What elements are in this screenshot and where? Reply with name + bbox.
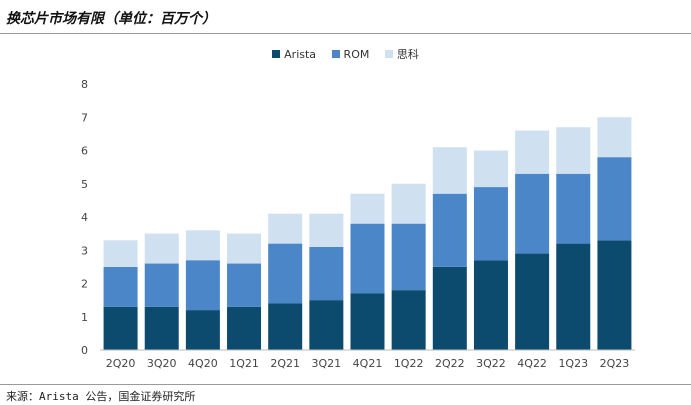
bar-ROM-1Q23 [556, 173, 591, 244]
x-tick-label-2: 4Q20 [188, 357, 218, 370]
x-tick-label-6: 4Q21 [353, 357, 383, 370]
bar-思科-3Q22 [473, 150, 508, 188]
bar-思科-2Q22 [432, 147, 467, 194]
legend-item-rom: ROM [331, 47, 370, 61]
bar-ROM-4Q21 [350, 223, 385, 294]
chart-title: 换芯片市场有限（单位：百万个） [6, 11, 216, 27]
bar-Arista-1Q22 [391, 290, 426, 350]
legend-swatch-rom [331, 50, 340, 58]
bar-思科-2Q23 [597, 117, 632, 158]
bar-思科-3Q21 [309, 213, 344, 247]
y-tick-label-2: 2 [81, 278, 88, 291]
bar-思科-1Q22 [391, 183, 426, 224]
bar-ROM-1Q22 [391, 223, 426, 291]
bar-Arista-4Q20 [185, 310, 220, 350]
legend-label-arista: Arista [284, 47, 317, 61]
x-tick-label-9: 3Q22 [476, 357, 506, 370]
bar-Arista-1Q23 [556, 243, 591, 350]
bar-思科-1Q21 [227, 233, 262, 264]
y-tick-label-8: 8 [81, 78, 88, 91]
x-tick-label-3: 1Q21 [229, 357, 259, 370]
bar-ROM-2Q21 [268, 243, 303, 304]
source-note: 来源：Arista 公告，国金证券研究所 [6, 390, 196, 403]
bar-ROM-2Q22 [432, 193, 467, 267]
legend-swatch-arista [272, 50, 281, 58]
x-tick-label-1: 3Q20 [147, 357, 177, 370]
y-tick-label-4: 4 [81, 211, 88, 224]
x-tick-label-0: 2Q20 [106, 357, 136, 370]
bar-思科-4Q21 [350, 193, 385, 224]
legend: Arista ROM 思科 [0, 46, 691, 62]
x-tick-label-10: 4Q22 [517, 357, 547, 370]
y-tick-label-0: 0 [81, 344, 88, 357]
y-tick-label-5: 5 [81, 178, 88, 191]
bar-ROM-1Q21 [227, 263, 262, 307]
bar-思科-1Q23 [556, 127, 591, 174]
x-tick-label-4: 2Q21 [270, 357, 300, 370]
y-tick-label-1: 1 [81, 311, 88, 324]
y-tick-label-3: 3 [81, 244, 88, 257]
source-divider [0, 384, 691, 385]
bar-Arista-2Q23 [597, 240, 632, 350]
bar-思科-3Q20 [144, 233, 179, 264]
legend-item-cisco: 思科 [384, 46, 419, 62]
x-tick-label-5: 3Q21 [312, 357, 342, 370]
bar-ROM-3Q21 [309, 246, 344, 301]
title-divider [0, 33, 691, 34]
legend-swatch-cisco [384, 50, 393, 58]
legend-item-arista: Arista [272, 48, 316, 61]
bar-Arista-4Q21 [350, 293, 385, 350]
x-tick-label-8: 2Q22 [435, 357, 465, 370]
bar-思科-2Q21 [268, 213, 303, 244]
bar-Arista-3Q21 [309, 300, 344, 350]
bar-ROM-4Q22 [515, 173, 550, 254]
legend-label-rom: ROM [343, 47, 370, 61]
bar-思科-4Q20 [185, 230, 220, 261]
x-tick-label-12: 2Q23 [600, 357, 630, 370]
bar-思科-2Q20 [103, 240, 138, 267]
x-tick-label-11: 1Q23 [558, 357, 588, 370]
bar-Arista-3Q22 [473, 260, 508, 350]
bar-Arista-3Q20 [144, 306, 179, 350]
bar-ROM-3Q22 [473, 187, 508, 261]
y-tick-label-7: 7 [81, 111, 88, 124]
bar-思科-4Q22 [515, 130, 550, 174]
bar-ROM-2Q23 [597, 157, 632, 241]
bar-Arista-2Q21 [268, 303, 303, 350]
bar-Arista-2Q20 [103, 306, 138, 350]
bar-ROM-2Q20 [103, 266, 138, 307]
bar-ROM-4Q20 [185, 260, 220, 311]
bar-Arista-1Q21 [227, 306, 262, 350]
bar-ROM-3Q20 [144, 263, 179, 307]
legend-label-cisco: 思科 [396, 48, 419, 61]
bar-Arista-4Q22 [515, 253, 550, 350]
x-tick-label-7: 1Q22 [394, 357, 424, 370]
bar-Arista-2Q22 [432, 266, 467, 350]
y-tick-label-6: 6 [81, 145, 88, 158]
